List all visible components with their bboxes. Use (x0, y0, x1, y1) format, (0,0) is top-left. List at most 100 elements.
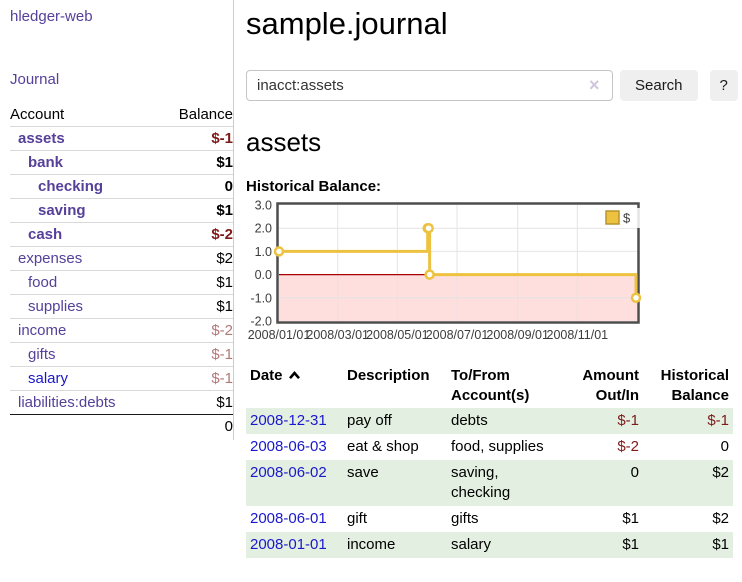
sidebar-account-balance: $-1 (157, 366, 233, 391)
register-description: pay off (343, 408, 447, 434)
sidebar-account-balance: $1 (157, 270, 233, 295)
search-form: × Search ? (246, 70, 738, 101)
svg-text:2008/09/01: 2008/09/01 (486, 328, 549, 342)
register-row: 2008-06-02 save saving, checking 0 $2 (246, 460, 733, 506)
balance-chart: $3.0 2.0 1.0 0.0 -1.0 -2.0 2008/01/01 2008/03/0… (246, 199, 738, 348)
register-amount: $1 (559, 532, 643, 558)
sidebar-divider (233, 0, 234, 440)
register-balance: 0 (720, 438, 729, 455)
register-date-link[interactable]: 2008-06-03 (250, 438, 327, 455)
register-accounts: saving, checking (447, 460, 559, 506)
sidebar-account-row: salary $-1 (10, 366, 233, 391)
register-description: gift (347, 510, 368, 527)
register-accounts: gifts (451, 510, 479, 527)
sidebar-account-row: liabilities:debts $1 (10, 390, 233, 415)
sidebar-account-balance: $1 (157, 294, 233, 319)
sidebar-account-row: checking 0 (10, 174, 233, 199)
sidebar: hledger-web Journal Account Balance asse… (10, 0, 233, 438)
register-amount: $-1 (559, 408, 643, 434)
sidebar-account-row: income $-2 (10, 318, 233, 343)
sidebar-account-link[interactable]: checking (38, 178, 104, 195)
svg-text:2.0: 2.0 (255, 222, 272, 236)
register-row: 2008-01-01 income salary $1 $1 (246, 532, 733, 558)
app-brand-link[interactable]: hledger-web (10, 8, 93, 25)
register-table: Date Description To/From Account(s) Amou… (246, 364, 733, 558)
help-button[interactable]: ? (709, 70, 738, 101)
sidebar-account-balance: $2 (157, 246, 233, 271)
register-accounts: salary (447, 532, 559, 558)
sidebar-account-link[interactable]: supplies (28, 298, 84, 315)
sidebar-account-link[interactable]: income (18, 322, 67, 339)
sidebar-item-journal[interactable]: Journal (10, 71, 60, 88)
register-date-link[interactable]: 2008-06-01 (250, 510, 327, 527)
sidebar-account-link[interactable]: assets (18, 130, 65, 147)
register-body: 2008-12-31 pay off debts $-1 $-1 2008-06-03 ea… (246, 408, 733, 558)
accounts-table: Account Balance assets $-1 bank $1 checking 0… (10, 103, 233, 438)
accounts-total-row: 0 (10, 414, 233, 438)
register-header-amount: Amount Out/In (582, 367, 639, 404)
svg-text:3.0: 3.0 (255, 200, 272, 213)
register-row: 2008-06-01 gift gifts $1 $2 (246, 506, 733, 532)
sidebar-account-balance: $1 (157, 198, 233, 223)
sidebar-account-link[interactable]: salary (28, 370, 69, 387)
sidebar-account-link[interactable]: liabilities:debts (18, 394, 116, 411)
svg-text:-1.0: -1.0 (250, 291, 272, 305)
register-date-link[interactable]: 2008-01-01 (250, 536, 327, 553)
sidebar-account-balance: $-1 (157, 342, 233, 367)
page-title: sample.journal (246, 6, 448, 41)
accounts-total-balance: 0 (157, 414, 233, 438)
register-header-balance: Historical Balance (660, 367, 729, 404)
sidebar-account-link[interactable]: food (28, 274, 58, 291)
sidebar-account-row: expenses $2 (10, 246, 233, 271)
register-accounts: food, supplies (451, 438, 544, 455)
sort-ascending-icon[interactable] (288, 370, 301, 380)
register-description: income (343, 532, 447, 558)
chart-title: Historical Balance: (246, 178, 382, 195)
clear-search-icon[interactable]: × (589, 75, 600, 95)
balance-chart-svg: $3.0 2.0 1.0 0.0 -1.0 -2.02008/01/012008/03/0… (248, 199, 642, 342)
register-balance: $1 (643, 532, 733, 558)
svg-text:-2.0: -2.0 (250, 315, 272, 329)
register-row: 2008-12-31 pay off debts $-1 $-1 (246, 408, 733, 434)
svg-text:2008/07/01: 2008/07/01 (426, 328, 489, 342)
register-header-accounts: To/From Account(s) (451, 367, 530, 404)
svg-text:2008/05/01: 2008/05/01 (366, 328, 429, 342)
register-date-link[interactable]: 2008-06-02 (250, 464, 327, 481)
sidebar-account-row: supplies $1 (10, 294, 233, 319)
sidebar-account-link[interactable]: saving (38, 202, 86, 219)
register-amount: $1 (622, 510, 639, 527)
register-amount: $-2 (617, 438, 639, 455)
register-balance: $2 (643, 460, 733, 506)
sidebar-account-balance: $-2 (157, 222, 233, 247)
sidebar-account-link[interactable]: cash (28, 226, 63, 243)
sidebar-account-link[interactable]: expenses (18, 250, 83, 267)
sidebar-account-row: cash $-2 (10, 222, 233, 247)
sidebar-account-link[interactable]: bank (28, 154, 64, 171)
sidebar-account-balance: $1 (157, 150, 233, 175)
search-input[interactable] (246, 70, 613, 101)
sidebar-account-row: gifts $-1 (10, 342, 233, 367)
register-header-description: Description (347, 367, 430, 384)
legend-swatch (605, 210, 620, 225)
register-amount: 0 (559, 460, 643, 506)
sidebar-account-row: saving $1 (10, 198, 233, 223)
sidebar-account-balance: 0 (157, 174, 233, 199)
register-header-date[interactable]: Date (246, 364, 343, 408)
register-date-link[interactable]: 2008-12-31 (250, 412, 327, 429)
register-row: 2008-06-03 eat & shop food, supplies $-2 0 (246, 434, 733, 460)
sidebar-account-row: bank $1 (10, 150, 233, 175)
legend-label: $ (623, 211, 631, 226)
register-description: save (343, 460, 447, 506)
search-button[interactable]: Search (620, 70, 698, 101)
sidebar-account-row: food $1 (10, 270, 233, 295)
sidebar-account-link[interactable]: gifts (28, 346, 56, 363)
register-accounts: debts (447, 408, 559, 434)
sidebar-account-row: assets $-1 (10, 126, 233, 151)
register-description: eat & shop (347, 438, 419, 455)
sidebar-account-balance: $-1 (157, 126, 233, 151)
svg-text:2008/11/01: 2008/11/01 (547, 328, 609, 342)
account-heading: assets (246, 127, 322, 157)
accounts-header-account: Account (10, 106, 65, 123)
svg-text:2008/01/01: 2008/01/01 (248, 328, 311, 342)
accounts-header-balance: Balance (178, 106, 233, 123)
